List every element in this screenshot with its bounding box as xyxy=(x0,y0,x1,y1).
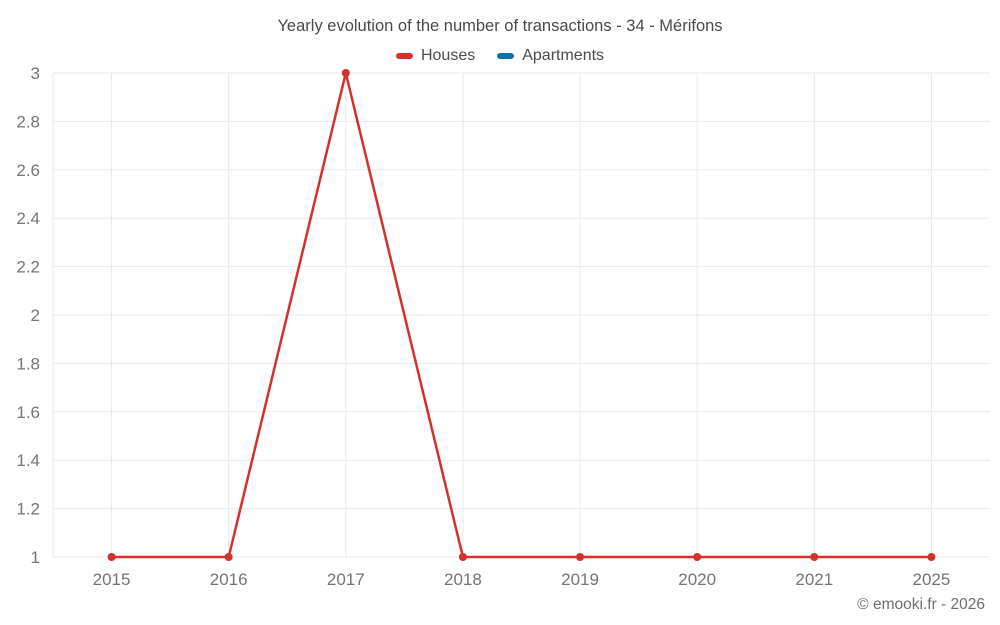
y-axis-tick-label: 2.8 xyxy=(16,112,40,131)
y-axis-tick-label: 1.4 xyxy=(16,451,40,470)
x-axis-tick-label: 2021 xyxy=(795,570,833,589)
data-point xyxy=(693,553,702,561)
chart-title: Yearly evolution of the number of transa… xyxy=(277,17,723,35)
x-axis-tick-label: 2015 xyxy=(93,570,131,589)
data-point xyxy=(810,553,819,561)
houses-line xyxy=(110,71,933,559)
data-point xyxy=(107,553,116,561)
data-point xyxy=(341,69,350,77)
y-axis-tick-label: 2.6 xyxy=(16,161,40,180)
x-axis-tick-label: 2020 xyxy=(678,570,716,589)
apartments-series-swatch-icon xyxy=(497,53,515,59)
data-point xyxy=(927,553,936,561)
x-axis-tick-label: 2016 xyxy=(210,570,248,589)
legend-item-apartments[interactable]: Apartments xyxy=(497,47,604,65)
x-axis-tick-label: 2017 xyxy=(327,570,365,589)
y-axis-tick-label: 2.4 xyxy=(16,209,40,228)
data-point xyxy=(458,553,467,561)
y-axis-tick-label: 3 xyxy=(31,64,40,83)
y-axis-tick-label: 1.2 xyxy=(16,500,40,519)
legend-label-houses: Houses xyxy=(420,47,476,64)
data-point xyxy=(224,553,233,561)
legend: Houses Apartments xyxy=(0,47,1000,65)
x-axis-tick-label: 2018 xyxy=(444,570,482,589)
x-axis-tick-label: 2025 xyxy=(913,570,951,589)
data-point xyxy=(576,553,585,561)
houses-series-swatch-icon xyxy=(395,53,413,59)
y-axis-tick-label: 2 xyxy=(31,306,40,325)
y-axis-tick-label: 2.2 xyxy=(16,258,40,277)
axis-labels: 1 1.2 1.4 1.6 1.8 2 2.2 2.4 2.6 2.8 3 2015 2016 2017 2… xyxy=(16,64,950,589)
y-axis-tick-label: 1.8 xyxy=(16,354,40,373)
y-axis-tick-label: 1 xyxy=(31,548,40,567)
copyright-text: © emooki.fr - 2026 xyxy=(857,596,985,613)
gridlines xyxy=(52,72,990,558)
houses-series xyxy=(107,69,936,561)
y-axis-tick-label: 1.6 xyxy=(16,403,40,422)
x-axis-tick-label: 2019 xyxy=(561,570,599,589)
legend-item-houses[interactable]: Houses xyxy=(395,47,476,65)
legend-label-apartments: Apartments xyxy=(522,47,605,64)
